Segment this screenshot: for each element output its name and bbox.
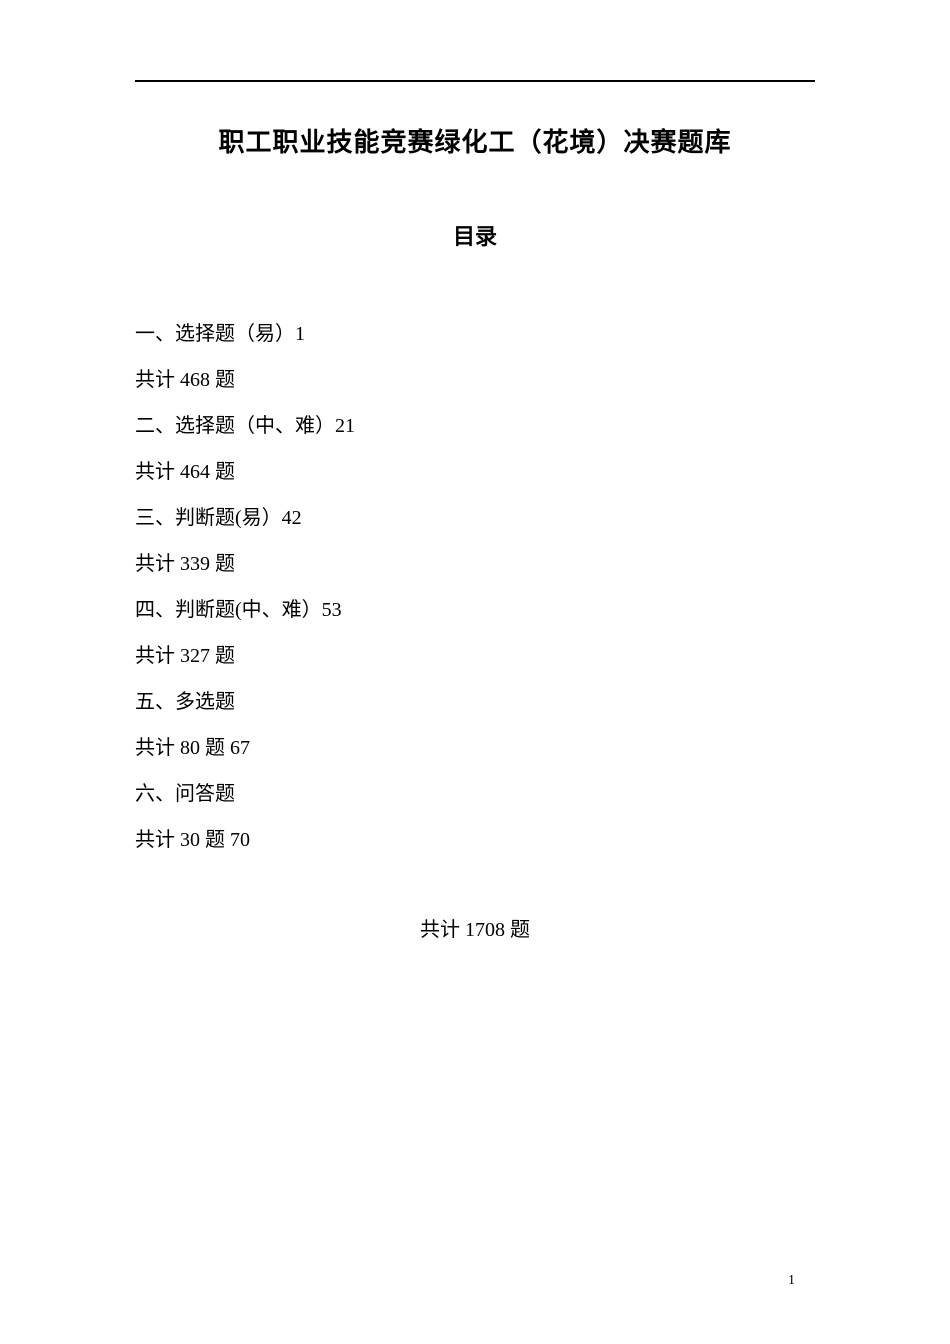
- toc-item: 共计 339 题: [135, 541, 815, 587]
- toc-item: 四、判断题(中、难）53: [135, 587, 815, 633]
- document-title: 职工职业技能竞赛绿化工（花境）决赛题库: [135, 122, 815, 159]
- toc-item: 共计 327 题: [135, 633, 815, 679]
- toc-item: 六、问答题: [135, 771, 815, 817]
- page-number: 1: [788, 1273, 795, 1289]
- toc-item: 共计 468 题: [135, 357, 815, 403]
- toc-item: 一、选择题（易）1: [135, 311, 815, 357]
- page-container: 职工职业技能竞赛绿化工（花境）决赛题库 目录 一、选择题（易）1 共计 468 …: [0, 0, 950, 1344]
- toc-item: 共计 464 题: [135, 449, 815, 495]
- horizontal-divider: [135, 80, 815, 82]
- toc-item: 共计 80 题 67: [135, 725, 815, 771]
- total-count: 共计 1708 题: [135, 913, 815, 942]
- toc-item: 共计 30 题 70: [135, 817, 815, 863]
- toc-item: 三、判断题(易）42: [135, 495, 815, 541]
- toc-item: 五、多选题: [135, 679, 815, 725]
- toc-heading: 目录: [135, 219, 815, 251]
- toc-item: 二、选择题（中、难）21: [135, 403, 815, 449]
- toc-list: 一、选择题（易）1 共计 468 题 二、选择题（中、难）21 共计 464 题…: [135, 311, 815, 863]
